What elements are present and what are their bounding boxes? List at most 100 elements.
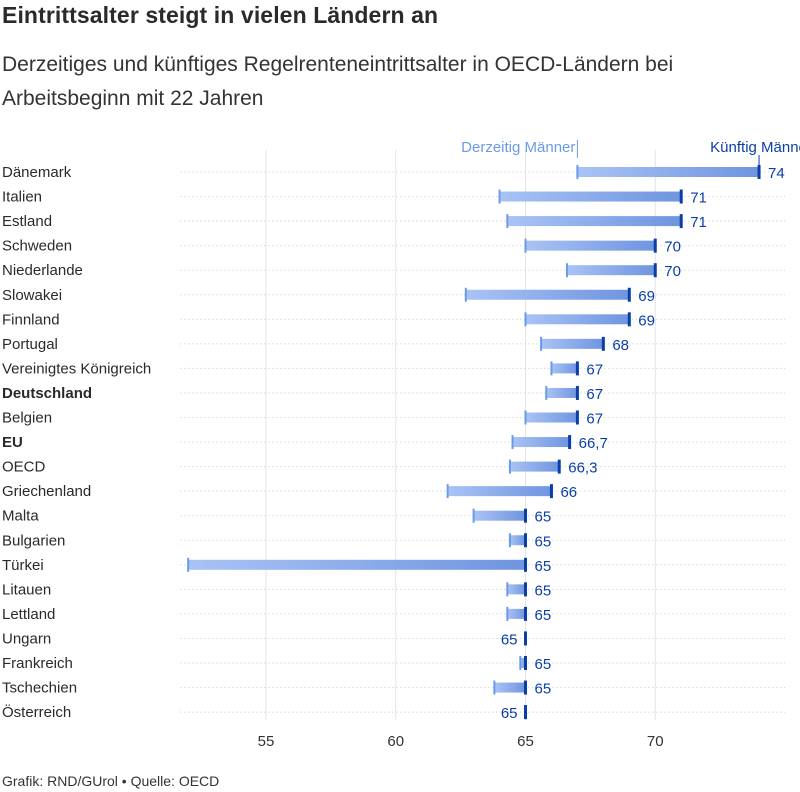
value-label-slowakei: 69 <box>638 288 655 305</box>
value-label-oecd: 66,3 <box>568 460 597 477</box>
future-marker-bulgarien <box>524 533 527 548</box>
chart-title: Eintrittsalter steigt in vielen Ländern … <box>2 2 439 28</box>
range-bar-deutschland <box>546 387 578 398</box>
value-label-malta: 65 <box>535 509 552 526</box>
current-marker-estland <box>506 214 509 229</box>
country-label-portugal: Portugal <box>2 336 58 353</box>
range-bar-vereinigtes-königreich <box>551 363 578 374</box>
future-marker-estland <box>679 214 683 229</box>
future-marker-belgien <box>575 410 579 425</box>
future-marker-slowakei <box>627 287 631 302</box>
future-marker-niederlande <box>653 263 657 278</box>
country-label-malta: Malta <box>2 508 39 525</box>
current-marker-frankreich <box>519 656 522 670</box>
value-label-bulgarien: 65 <box>535 533 552 550</box>
range-bar-schweden <box>525 240 656 251</box>
value-label-belgien: 67 <box>586 411 603 428</box>
country-label-dänemark: Dänemark <box>2 164 72 181</box>
x-tick-label-70: 70 <box>647 733 664 750</box>
current-marker-italien <box>498 189 501 204</box>
country-label-slowakei: Slowakei <box>2 287 62 304</box>
current-marker-dänemark <box>576 165 579 179</box>
range-bar-türkei <box>188 559 526 570</box>
value-label-litauen: 65 <box>535 582 552 599</box>
country-label-oecd: OECD <box>2 459 46 476</box>
future-marker-frankreich <box>524 656 527 670</box>
x-tick-label-65: 65 <box>517 733 534 750</box>
value-label-niederlande: 70 <box>664 263 681 280</box>
country-label-tschechien: Tschechien <box>2 680 77 697</box>
range-bar-bulgarien <box>509 535 526 546</box>
current-marker-türkei <box>187 557 190 572</box>
current-marker-oecd <box>508 459 511 474</box>
value-label-griechenland: 66 <box>560 484 577 501</box>
future-marker-schweden <box>653 238 657 253</box>
country-label-vereinigtes-königreich: Vereinigtes Königreich <box>2 360 151 377</box>
country-label-finnland: Finnland <box>2 311 60 328</box>
value-label-ungarn: 65 <box>501 631 518 648</box>
future-marker-lettland <box>524 606 527 621</box>
x-tick-label-60: 60 <box>387 733 404 750</box>
value-label-österreich: 65 <box>501 705 518 722</box>
country-label-bulgarien: Bulgarien <box>2 532 65 549</box>
current-marker-lettland <box>506 606 509 621</box>
x-tick-label-55: 55 <box>258 733 275 750</box>
future-marker-österreich <box>524 705 527 720</box>
future-marker-deutschland <box>575 385 579 400</box>
value-label-finnland: 69 <box>638 312 655 329</box>
range-bar-oecd <box>509 461 560 472</box>
current-marker-slowakei <box>464 287 467 302</box>
current-marker-finnland <box>524 312 527 327</box>
current-marker-belgien <box>524 410 527 425</box>
range-bar-finnland <box>525 314 630 325</box>
current-marker-eu <box>511 435 514 450</box>
current-marker-portugal <box>540 336 543 351</box>
future-marker-finnland <box>627 312 631 327</box>
country-label-eu: EU <box>2 434 23 451</box>
country-label-österreich: Österreich <box>2 703 71 721</box>
range-bar-litauen <box>507 584 526 595</box>
country-label-frankreich: Frankreich <box>2 655 73 672</box>
value-label-deutschland: 67 <box>586 386 603 403</box>
value-label-vereinigtes-königreich: 67 <box>586 361 603 378</box>
future-marker-vereinigtes-königreich <box>575 361 579 376</box>
current-marker-griechenland <box>446 484 449 499</box>
country-label-estland: Estland <box>2 213 52 230</box>
future-marker-italien <box>679 189 683 204</box>
current-marker-tschechien <box>493 680 496 695</box>
future-marker-tschechien <box>524 680 527 695</box>
country-label-schweden: Schweden <box>2 238 72 255</box>
value-label-eu: 66,7 <box>579 435 608 452</box>
country-label-lettland: Lettland <box>2 606 55 623</box>
range-bar-eu <box>512 437 570 448</box>
value-label-frankreich: 65 <box>535 656 552 673</box>
current-marker-vereinigtes-königreich <box>550 361 553 376</box>
future-marker-oecd <box>557 459 561 474</box>
value-label-estland: 71 <box>690 214 707 231</box>
value-label-tschechien: 65 <box>535 681 552 698</box>
country-label-griechenland: Griechenland <box>2 483 91 500</box>
country-label-ungarn: Ungarn <box>2 630 51 647</box>
country-label-belgien: Belgien <box>2 410 52 427</box>
current-marker-bulgarien <box>508 533 511 548</box>
range-bar-dänemark <box>577 167 760 177</box>
country-label-türkei: Türkei <box>2 557 44 574</box>
value-label-lettland: 65 <box>535 607 552 624</box>
country-label-litauen: Litauen <box>2 581 51 598</box>
legend-current-label: Derzeitig Männer <box>461 139 575 156</box>
country-label-deutschland: Deutschland <box>2 385 92 402</box>
future-marker-dänemark <box>757 165 761 179</box>
future-marker-ungarn <box>524 631 527 646</box>
future-marker-litauen <box>524 582 527 597</box>
future-marker-portugal <box>601 336 605 351</box>
range-bar-italien <box>499 191 682 202</box>
current-marker-litauen <box>506 582 509 597</box>
range-bar-belgien <box>525 412 578 423</box>
range-bar-frankreich <box>520 658 526 668</box>
country-label-italien: Italien <box>2 189 42 206</box>
value-label-türkei: 65 <box>535 558 552 575</box>
value-label-dänemark: 74 <box>768 165 785 182</box>
current-marker-schweden <box>524 238 527 253</box>
chart-footer: Grafik: RND/GUrol • Quelle: OECD <box>2 773 220 789</box>
